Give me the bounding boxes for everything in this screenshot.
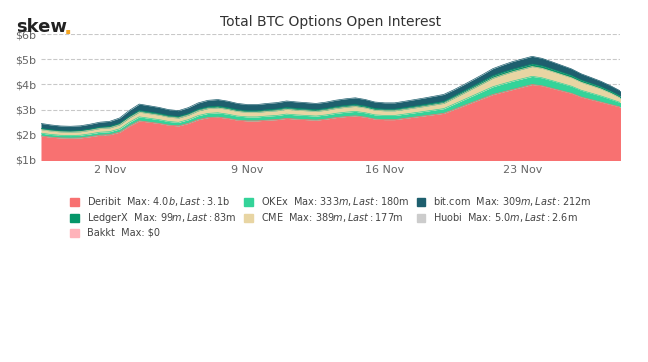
Title: Total BTC Options Open Interest: Total BTC Options Open Interest (220, 15, 441, 29)
Text: .: . (64, 18, 72, 38)
Legend: Deribit  Max: $4.0b, Last: $3.1b, LedgerX  Max: $99m, Last: $83m, Bakkt  Max: $0: Deribit Max: $4.0b, Last: $3.1b, LedgerX… (67, 192, 594, 241)
Text: skew: skew (16, 18, 67, 36)
